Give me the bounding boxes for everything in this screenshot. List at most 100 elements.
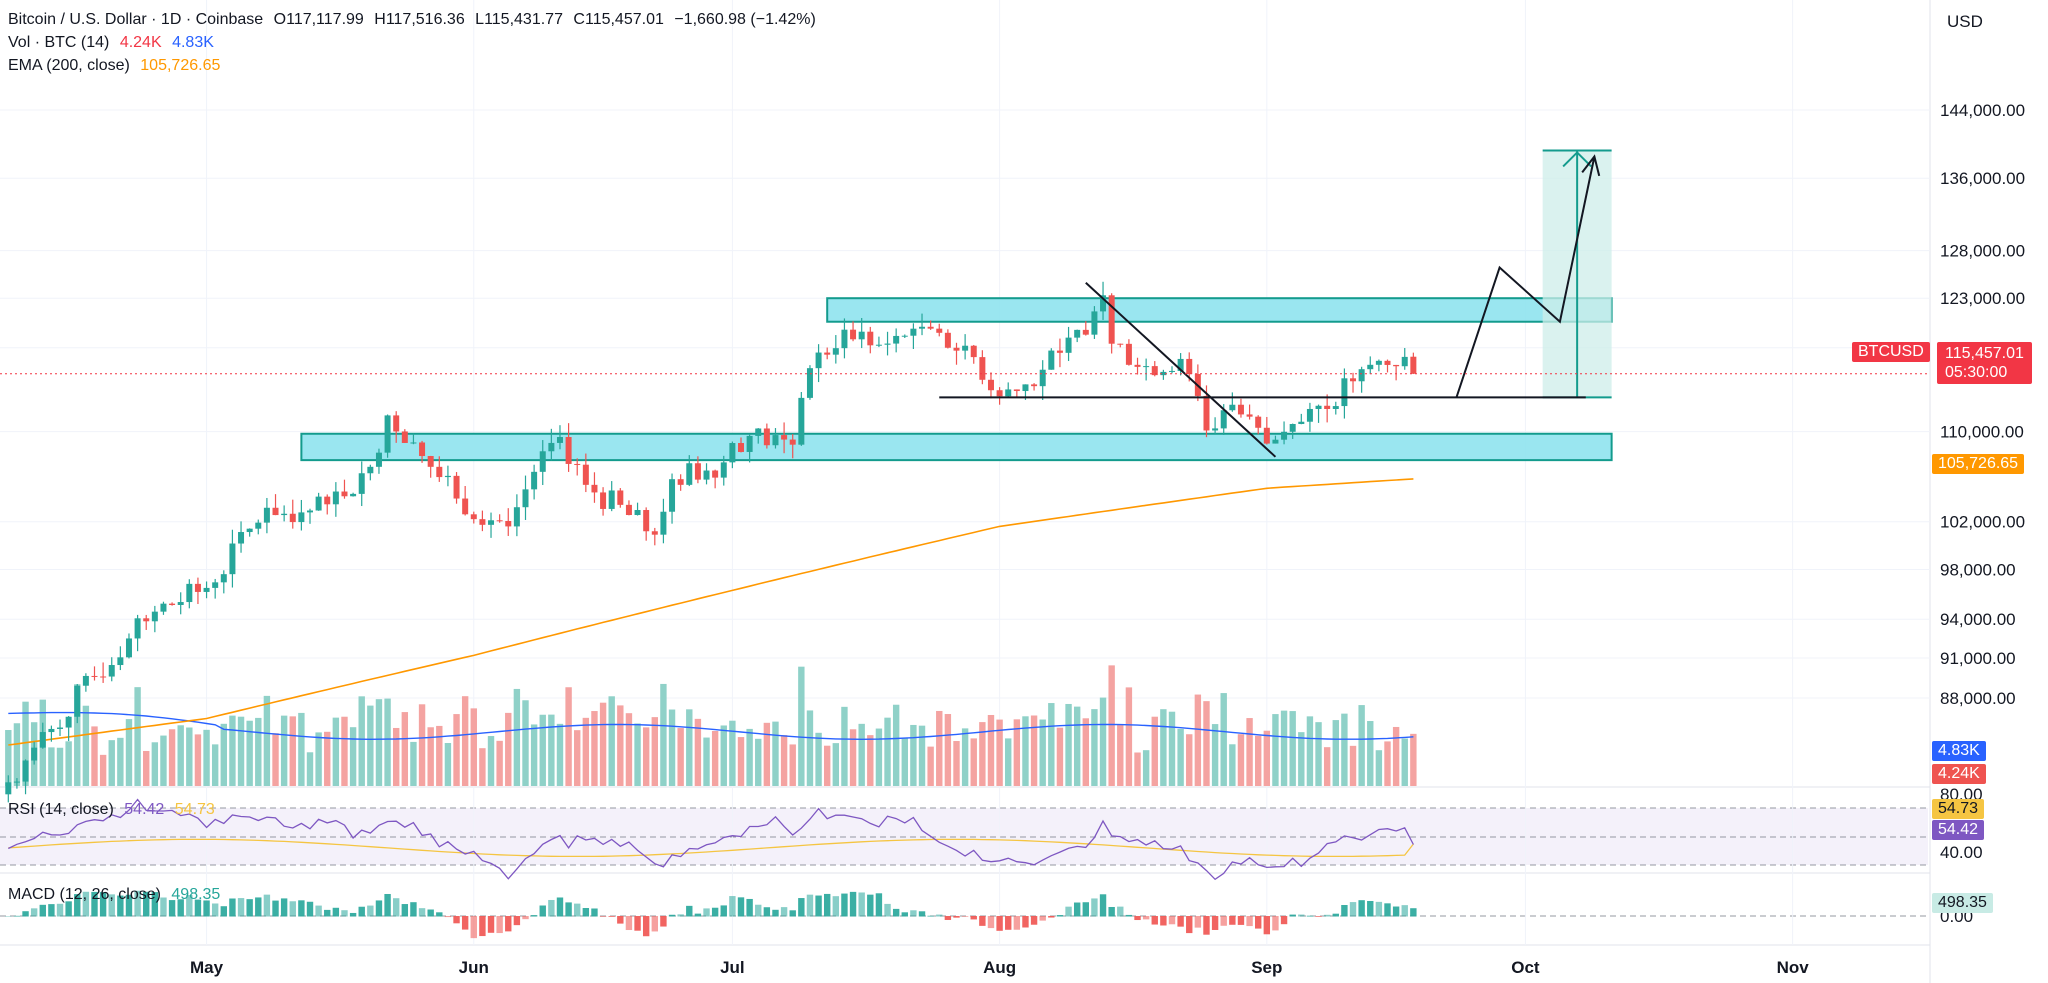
macd-histogram-bar (1091, 898, 1098, 917)
macd-histogram-bar (1255, 916, 1262, 929)
candle-body (1375, 360, 1382, 365)
volume-bar (772, 721, 779, 786)
macd-histogram-bar (436, 912, 443, 917)
macd-histogram-bar (1108, 906, 1115, 917)
macd-histogram-bar (315, 905, 322, 917)
volume-bar (634, 723, 641, 786)
volume-bar (367, 705, 374, 786)
macd-histogram-bar (1142, 916, 1150, 920)
volume-bar (5, 730, 12, 786)
candle-body (203, 587, 210, 592)
macd-histogram-bar (1134, 916, 1141, 921)
macd-histogram-bar (39, 904, 46, 917)
candle-body (694, 463, 701, 480)
macd-histogram-bar (772, 909, 779, 917)
macd-tag: 498.35 (1932, 893, 1993, 913)
last-price-value: 115,457.01 (1945, 345, 2024, 362)
candle-body (772, 435, 779, 446)
price-axis-label: 94,000.00 (1940, 610, 2016, 629)
volume-value: 4.24K (119, 34, 162, 51)
candle-body (806, 368, 813, 398)
time-axis-label: Jul (720, 958, 745, 977)
candle-body (1324, 405, 1331, 409)
volume-bar (1384, 741, 1391, 786)
candle-body (1281, 431, 1288, 440)
macd-histogram-bar (341, 910, 348, 917)
currency-label[interactable]: USD (1947, 12, 1983, 31)
candle-body (1108, 295, 1115, 344)
macd-histogram-bar (237, 898, 245, 917)
volume-bar (901, 737, 908, 786)
volume-bar (1401, 738, 1408, 786)
volume-bar (324, 731, 331, 786)
candle-body (841, 329, 848, 349)
candle-body (393, 415, 400, 432)
macd-histogram-bar (496, 916, 503, 934)
volume-bar (737, 737, 745, 786)
candle-body (712, 470, 719, 478)
volume-bar (1203, 701, 1210, 786)
volume-bar (1030, 715, 1038, 786)
macd-histogram-bar (1246, 916, 1253, 927)
ohlc-open: O117,117.99 (273, 11, 364, 28)
macd-histogram-bar (1082, 902, 1089, 917)
volume-bar (841, 706, 848, 786)
volume-bar (780, 735, 788, 786)
candle-body (341, 491, 348, 497)
volume-bar (875, 728, 883, 786)
legend-row-symbol: Bitcoin / U.S. Dollar · 1D · Coinbase O1… (8, 8, 822, 31)
candle-body (444, 475, 451, 478)
candle-body (565, 437, 572, 464)
volume-bar (470, 708, 477, 786)
macd-histogram-bar (349, 912, 357, 917)
ohlc-high: H117,516.36 (374, 11, 465, 28)
legend-row-volume: Vol · BTC (14) 4.24K 4.83K (8, 31, 220, 54)
candle-body (867, 331, 874, 346)
candle-body (488, 520, 495, 525)
volume-bar (229, 715, 236, 786)
candle-body (462, 498, 469, 515)
volume-bar (298, 712, 305, 786)
volume-bar (1315, 722, 1322, 786)
volume-bar (272, 733, 279, 786)
candle-body (1177, 358, 1184, 371)
volume-bar (694, 718, 702, 786)
macd-histogram-bar (1186, 916, 1193, 934)
candle-body (556, 437, 563, 443)
macd-histogram-bar (401, 904, 409, 917)
macd-histogram-bar (953, 916, 960, 918)
candle-body (505, 520, 512, 527)
macd-histogram-bar (324, 909, 331, 917)
candle-body (1022, 384, 1029, 392)
macd-histogram-bar (1177, 916, 1184, 927)
macd-histogram-bar (901, 912, 908, 917)
volume-bar (530, 724, 538, 786)
macd-histogram-bar (1315, 916, 1322, 917)
candle-body (927, 326, 934, 329)
candle-body (1332, 406, 1339, 409)
candle-body (1169, 370, 1175, 372)
macd-histogram-bar (332, 907, 340, 917)
macd-histogram-bar (1099, 894, 1107, 917)
candle-body (643, 510, 650, 532)
macd-histogram-bar (1341, 905, 1348, 917)
volume-bar (1392, 726, 1400, 786)
macd-histogram-bar (280, 898, 288, 917)
rsi-axis-label: 40.00 (1940, 843, 1983, 862)
candle-body (919, 326, 926, 329)
macd-histogram-bar (1263, 916, 1271, 935)
candle-body (703, 470, 710, 480)
candle-body (169, 603, 176, 605)
macd-histogram-bar (642, 916, 650, 937)
volume-bar (1246, 718, 1253, 786)
candle-body (513, 507, 520, 527)
volume-bar (410, 741, 417, 786)
candle-body (401, 431, 408, 443)
macd-histogram-bar (1306, 915, 1314, 917)
macd-histogram-bar (418, 908, 426, 917)
candle-body (962, 345, 969, 351)
volume-bar (505, 712, 512, 786)
macd-histogram-bar (677, 914, 684, 917)
volume-bar (1194, 694, 1202, 786)
